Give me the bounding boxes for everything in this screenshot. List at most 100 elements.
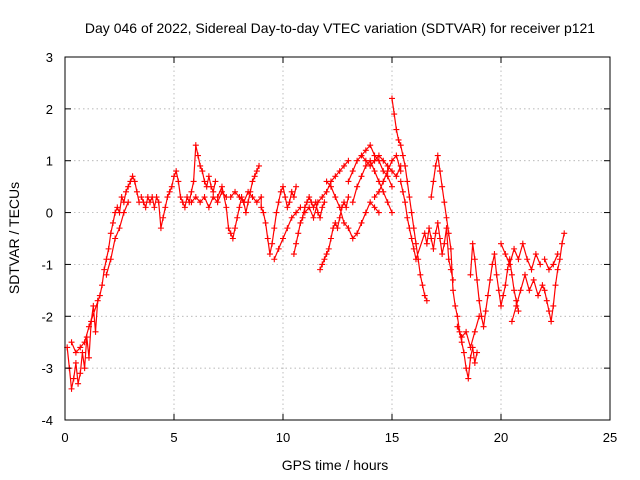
data-point: [471, 328, 478, 335]
data-point: [543, 297, 550, 304]
data-point: [434, 152, 441, 159]
data-point: [310, 214, 317, 221]
data-point: [214, 194, 221, 201]
data-point: [428, 194, 435, 201]
data-point: [197, 199, 204, 206]
data-point: [467, 344, 474, 351]
data-point: [445, 230, 452, 237]
data-point: [471, 359, 478, 366]
data-point: [212, 178, 219, 185]
data-point: [293, 183, 300, 190]
data-point: [218, 188, 225, 195]
data-point: [341, 219, 348, 226]
x-tick-label: 15: [385, 430, 399, 445]
data-point: [223, 204, 230, 211]
data-point: [495, 287, 502, 294]
data-point: [384, 173, 391, 180]
data-point: [332, 219, 339, 226]
data-point: [245, 188, 252, 195]
data-point: [81, 339, 88, 346]
data-point: [535, 292, 542, 299]
data-point: [290, 194, 297, 201]
data-point: [362, 209, 369, 216]
data-point: [380, 157, 387, 164]
data-point: [327, 183, 334, 190]
data-point: [90, 302, 97, 309]
data-point: [362, 157, 369, 164]
data-point: [188, 199, 195, 206]
data-point: [554, 251, 561, 258]
data-point: [458, 334, 465, 341]
data-point: [280, 183, 286, 190]
data-point: [242, 209, 249, 216]
data-point: [253, 168, 260, 175]
data-point: [367, 162, 374, 169]
data-point: [319, 204, 326, 211]
data-point: [524, 256, 531, 263]
data-point: [513, 302, 520, 309]
data-point: [179, 199, 186, 206]
data-point: [118, 194, 125, 201]
data-point: [404, 178, 411, 185]
data-point: [358, 173, 365, 180]
data-point: [184, 194, 191, 201]
data-point: [116, 225, 123, 232]
data-point: [317, 214, 324, 221]
data-point: [264, 235, 271, 242]
data-point: [559, 240, 566, 247]
data-point: [72, 349, 79, 356]
data-point: [371, 168, 378, 175]
data-point: [556, 256, 563, 263]
data-point: [173, 168, 180, 175]
data-point: [399, 188, 406, 195]
data-point: [371, 194, 378, 201]
data-point: [327, 235, 334, 242]
data-point: [408, 209, 415, 216]
data-point: [375, 209, 382, 216]
data-point: [402, 162, 409, 169]
data-point: [545, 266, 552, 273]
data-point: [358, 219, 365, 226]
data-point: [498, 302, 504, 309]
data-point: [511, 245, 518, 252]
data-point: [210, 188, 217, 195]
data-point: [537, 261, 544, 268]
data-point: [428, 235, 435, 242]
data-point: [192, 194, 199, 201]
plot-frame: [64, 56, 611, 421]
data-point: [362, 147, 369, 154]
data-point: [550, 302, 557, 309]
data-point: [380, 178, 387, 185]
data-point: [430, 178, 437, 185]
data-point: [103, 271, 110, 278]
data-point: [450, 276, 457, 283]
data-point: [88, 318, 95, 325]
data-point: [389, 209, 395, 216]
data-point: [105, 245, 112, 252]
data-point: [323, 251, 330, 258]
data-point: [508, 318, 515, 325]
data-point: [199, 168, 206, 175]
data-point: [384, 168, 391, 175]
data-point: [399, 152, 406, 159]
data-point: [319, 261, 326, 268]
data-point: [321, 256, 328, 263]
data-point: [232, 188, 239, 195]
data-point: [297, 219, 304, 226]
data-point: [410, 245, 417, 252]
data-point: [133, 188, 140, 195]
data-point: [561, 230, 568, 237]
data-point: [293, 209, 300, 216]
data-point: [389, 157, 395, 164]
data-point: [463, 328, 470, 335]
data-point: [412, 256, 419, 263]
data-point: [423, 297, 430, 304]
data-point: [293, 240, 300, 247]
data-point: [408, 235, 415, 242]
data-point: [332, 194, 339, 201]
x-tick-label: 25: [603, 430, 617, 445]
data-point: [354, 183, 361, 190]
data-point: [192, 142, 199, 149]
y-tick-label: -2: [41, 309, 53, 324]
data-point: [282, 194, 289, 201]
